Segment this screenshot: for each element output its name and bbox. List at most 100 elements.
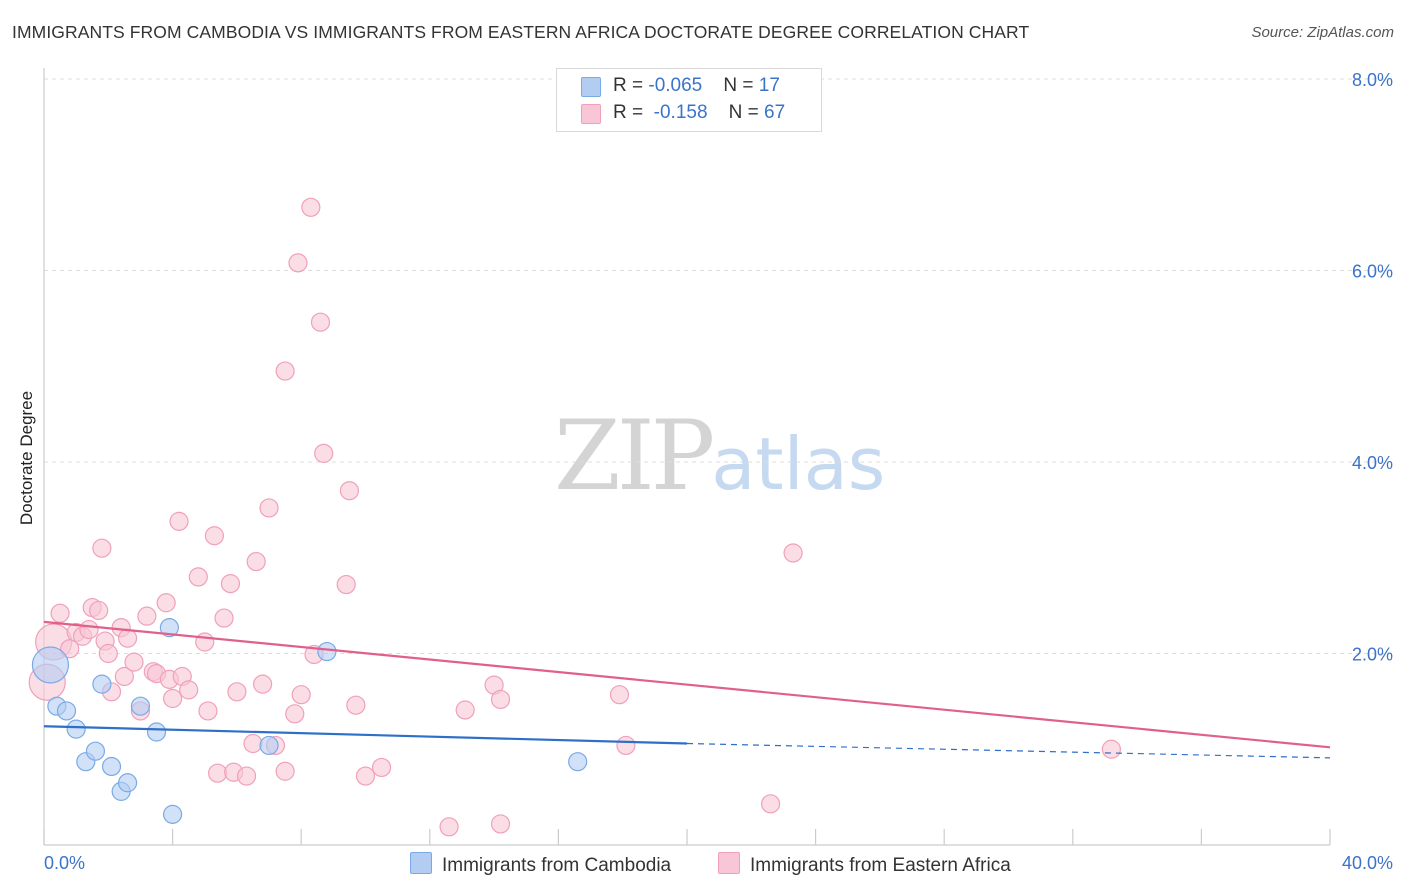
eastern-africa-point [79,619,99,640]
bottom-legend-label-eastern-africa: Immigrants from Eastern Africa [750,855,1011,876]
legend-text-eastern-africa: R = -0.158 N = 67 [613,102,785,124]
cambodia-point [146,722,167,742]
cambodia-point [159,618,179,638]
legend-r-label: R = [613,102,649,123]
eastern-africa-point [285,704,305,724]
eastern-africa-point [208,763,228,783]
eastern-africa-point [490,814,511,834]
eastern-africa-point [163,688,183,709]
eastern-africa-point [371,757,392,778]
eastern-africa-point [490,689,511,710]
y-tick-label: 8.0% [1352,70,1393,90]
bottom-legend-cambodia: Immigrants from Cambodia [410,852,671,877]
cambodia-point [317,641,337,662]
eastern-africa-point [89,600,109,621]
eastern-africa-point [243,733,263,754]
grid-lines [44,78,1394,654]
legend-r-value-eastern-africa: -0.158 [653,102,708,123]
eastern-africa-point [355,766,376,786]
eastern-africa-point [339,481,360,501]
legend-n-label: N = [723,75,759,96]
eastern-africa-point [124,652,144,672]
x-tick-label: 0.0% [44,853,85,873]
trend-lines [43,620,1331,759]
eastern-africa-point [246,551,266,572]
correlation-legend: R = -0.065 N = 17 R = -0.158 N = 67 [556,68,822,132]
eastern-africa-point [98,643,118,664]
cambodia-point [117,773,138,793]
eastern-africa-point [275,361,295,381]
legend-swatch-eastern-africa [581,104,601,124]
eastern-africa-point [616,735,636,756]
watermark-zip: ZIP [554,400,715,512]
eastern-africa-point [195,632,215,652]
y-axis-label: Doctorate Degree [17,390,36,526]
eastern-africa-point [336,574,356,595]
eastern-africa-point [188,567,208,587]
eastern-africa-point [117,628,138,648]
eastern-africa-point [156,593,176,613]
eastern-africa-point [220,574,241,594]
eastern-africa-point [169,511,189,531]
bottom-legend-label-cambodia: Immigrants from Cambodia [442,855,672,876]
cambodia-point [56,701,77,721]
eastern-africa-point [310,312,331,332]
watermark: ZIPatlas [554,400,885,512]
eastern-africa-point [179,680,199,700]
cambodia-trend-extension [686,742,1331,759]
eastern-africa-point [291,685,311,705]
source-credit: Source: ZipAtlas.com [1251,24,1394,41]
legend-r-label: R = [613,75,649,96]
eastern-africa-point [236,766,257,786]
cambodia-point [85,741,106,761]
axes [43,68,1331,846]
cambodia-point [130,696,151,716]
x-tick-label: 40.0% [1342,853,1393,873]
eastern-africa-point [253,674,273,694]
eastern-africa-point [214,608,234,628]
eastern-africa-point [275,761,295,781]
eastern-africa-point [1101,739,1121,759]
eastern-africa-point [204,526,224,546]
eastern-africa-point [227,682,247,702]
bottom-legend-swatch-eastern-africa [718,852,740,874]
eastern-africa-point [60,639,80,659]
tick-labels: 2.0% 4.0% 6.0% 8.0% 0.0% 40.0% [44,70,1393,873]
legend-r-value-cambodia: -0.065 [648,75,703,96]
cambodia-point [101,756,122,777]
eastern-africa-point [259,498,279,518]
eastern-africa-point [50,603,70,623]
eastern-africa-point [346,695,366,715]
eastern-africa-point [760,794,781,814]
cambodia-point [568,752,588,772]
legend-n-value-cambodia: 17 [758,75,780,96]
chart-title: IMMIGRANTS FROM CAMBODIA VS IMMIGRANTS F… [12,22,1030,42]
eastern-africa-point [609,685,630,705]
legend-text-cambodia: R = -0.065 N = 17 [613,75,780,97]
cambodia-point [66,719,86,739]
cambodia-point [92,674,112,694]
data-points [28,197,1121,837]
bottom-legend-eastern-africa: Immigrants from Eastern Africa [718,852,1011,877]
cambodia-point [31,646,70,684]
eastern-africa-point [198,701,218,721]
eastern-africa-point [137,606,157,626]
eastern-africa-point [301,197,321,217]
eastern-africa-trend-line [43,620,1331,749]
eastern-africa-point [314,443,334,463]
eastern-africa-point [439,817,459,837]
y-tick-label: 6.0% [1352,262,1393,282]
cambodia-trend-line [43,725,688,745]
legend-swatch-cambodia [581,77,601,97]
y-tick-label: 2.0% [1352,645,1393,665]
cambodia-point [259,735,279,756]
legend-n-label: N = [728,102,765,123]
cambodia-point [163,804,183,824]
eastern-africa-point [114,666,134,687]
watermark-atlas: atlas [711,422,886,506]
eastern-africa-point [92,538,112,558]
eastern-africa-point [783,543,803,563]
eastern-africa-point [288,253,308,273]
legend-n-value-eastern-africa: 67 [764,102,786,123]
